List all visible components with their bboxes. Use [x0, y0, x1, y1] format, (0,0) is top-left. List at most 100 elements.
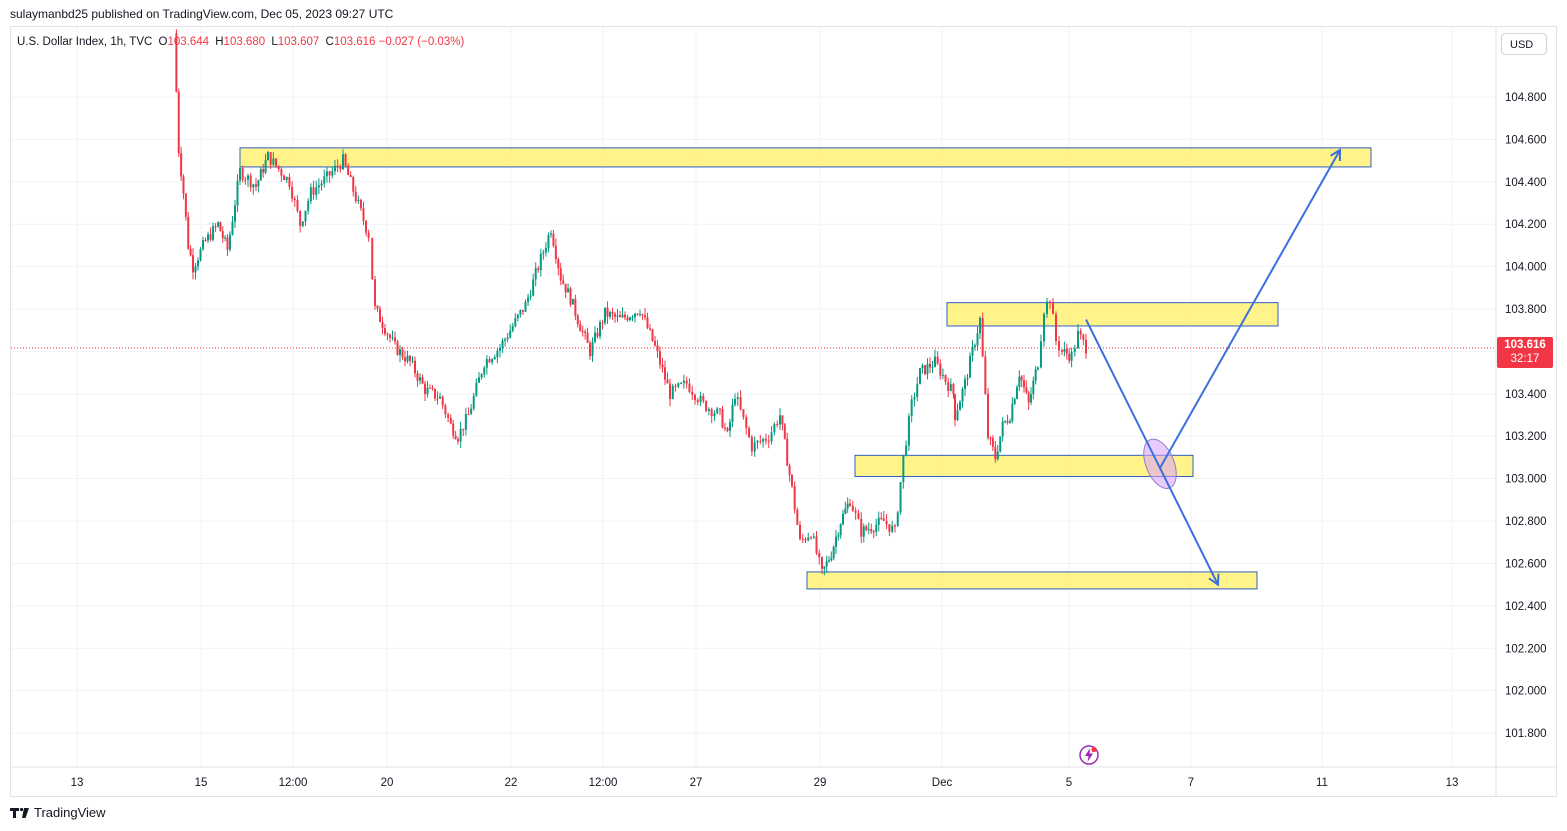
candle-body	[888, 524, 891, 532]
candle-body	[710, 409, 713, 417]
candle-body	[721, 409, 724, 428]
candle-body	[470, 408, 473, 415]
candle-body	[239, 168, 241, 181]
candle-body	[579, 323, 582, 332]
candle-body	[249, 175, 252, 188]
candle-body	[604, 307, 606, 323]
candle-body	[837, 535, 840, 537]
candle-body	[1037, 367, 1039, 370]
candle-body	[362, 208, 365, 222]
candle-body	[669, 383, 671, 399]
candle-body	[226, 237, 229, 250]
candle-body	[434, 388, 436, 399]
candle-body	[991, 438, 994, 448]
candle-body	[576, 315, 579, 324]
candle-body	[264, 160, 267, 173]
candle-body	[609, 312, 611, 317]
candle-body	[926, 363, 929, 375]
y-tick-label: 103.200	[1505, 431, 1547, 443]
candle-body	[1030, 394, 1032, 403]
candle-body	[801, 538, 804, 540]
legend-high-label: H	[215, 36, 224, 48]
candle-body	[713, 413, 716, 417]
candle-body	[742, 409, 745, 418]
candle-body	[283, 175, 286, 181]
candle-body	[634, 313, 636, 318]
candle-body	[1049, 301, 1051, 304]
candle-body	[214, 226, 217, 228]
candle-body	[280, 169, 283, 176]
legend-open-label: O	[158, 36, 168, 48]
candle-body	[371, 237, 374, 280]
candle-body	[272, 158, 275, 165]
candle-body	[241, 168, 244, 180]
candle-body	[910, 399, 913, 416]
zone-rect	[854, 454, 1194, 478]
candle-body	[554, 245, 557, 260]
candle-body	[514, 318, 517, 327]
candle-body	[467, 414, 470, 416]
publisher-line: sulaymanbd25 published on TradingView.co…	[10, 7, 394, 21]
candle-body	[404, 357, 406, 362]
candle-body	[504, 339, 507, 341]
candle-body	[564, 283, 567, 293]
candle-body	[488, 359, 491, 363]
candle-body	[825, 561, 828, 567]
candle-body	[913, 396, 916, 400]
candle-body	[894, 525, 896, 527]
candle-body	[934, 356, 936, 367]
candle-body	[818, 553, 821, 558]
candle-body	[867, 529, 870, 531]
candle-body	[569, 288, 572, 305]
candle-body	[444, 405, 447, 415]
tradingview-brand[interactable]: TradingView	[10, 805, 106, 820]
candle-body	[936, 356, 939, 364]
candle-body	[336, 165, 339, 167]
zone-layer	[239, 147, 1372, 590]
candle-body	[550, 233, 552, 235]
candle-body	[1046, 301, 1048, 314]
candle-body	[406, 355, 409, 362]
candle-body	[664, 367, 666, 380]
candle-body	[559, 268, 562, 281]
lightning-event-icon[interactable]	[1078, 744, 1100, 766]
candle-body	[783, 424, 786, 439]
x-tick-label: 11	[1316, 777, 1328, 789]
candle-body	[839, 524, 842, 536]
candle-body	[275, 158, 278, 166]
y-tick-label: 102.600	[1505, 558, 1547, 570]
candle-body	[349, 175, 352, 177]
candle-body	[424, 383, 426, 395]
x-tick-label: 15	[195, 777, 208, 789]
candle-body	[835, 536, 837, 547]
candle-body	[1082, 334, 1085, 340]
candle-body	[552, 233, 555, 246]
candle-body	[907, 415, 910, 446]
candle-body	[301, 221, 304, 226]
candle-body	[810, 537, 812, 539]
candle-body	[981, 317, 984, 357]
candle-body	[1055, 314, 1057, 342]
candle-body	[959, 401, 961, 411]
candle-body	[1040, 341, 1042, 368]
candle-body	[694, 394, 696, 401]
candle-body	[591, 341, 594, 357]
candle-body	[880, 517, 883, 519]
candle-body	[994, 447, 997, 460]
arrow-head	[1208, 573, 1220, 587]
candle-body	[344, 154, 347, 166]
candle-body	[557, 259, 560, 269]
candle-body	[596, 332, 599, 337]
candle-body	[521, 309, 524, 312]
legend-close-label: C	[325, 36, 334, 48]
candle-body	[574, 298, 577, 316]
candle-body	[299, 210, 302, 226]
candle-body	[832, 546, 835, 558]
candle-body	[748, 428, 751, 438]
candle-body	[180, 153, 183, 177]
currency-button[interactable]: USD	[1501, 33, 1547, 55]
candle-body	[532, 279, 535, 296]
candle-body	[1023, 380, 1025, 388]
candle-body	[524, 301, 527, 312]
